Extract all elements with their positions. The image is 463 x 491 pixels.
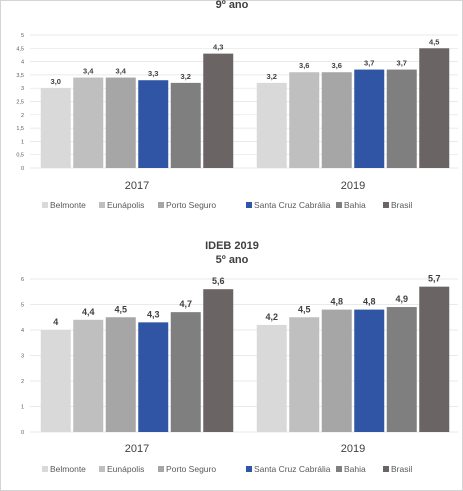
legend-swatch [383, 202, 389, 208]
y-tick-label: 2,5 [16, 100, 24, 106]
data-label: 5,6 [212, 276, 225, 286]
legend-label: Bahia [344, 464, 366, 474]
bar [170, 312, 201, 432]
bar [40, 330, 71, 432]
data-label: 3,6 [299, 61, 309, 70]
y-tick-label: 0 [21, 166, 24, 172]
bar [170, 82, 201, 168]
bar [289, 72, 320, 168]
legend-label: Bahia [344, 200, 366, 210]
data-label: 3,2 [181, 72, 191, 81]
y-tick-label: 5 [21, 33, 24, 39]
y-tick-label: 4 [21, 328, 24, 334]
bar [138, 80, 169, 168]
data-label: 3,6 [332, 61, 342, 70]
x-category-label: 2019 [341, 443, 365, 455]
data-label: 4,8 [330, 297, 343, 307]
data-label: 4,5 [298, 304, 311, 314]
bar [105, 77, 136, 168]
bar [321, 309, 352, 432]
data-label: 3,2 [267, 72, 277, 81]
y-tick-label: 5 [21, 303, 24, 309]
y-tick-label: 1 [21, 405, 24, 411]
data-label: 4,7 [179, 299, 192, 309]
y-tick-label: 1 [21, 139, 24, 145]
legend-swatch [336, 202, 342, 208]
legend-swatch [383, 466, 389, 472]
y-tick-label: 0,5 [16, 153, 24, 159]
data-label: 4,3 [213, 43, 223, 52]
bar [138, 322, 169, 432]
legend-label: Santa Cruz Cabrália [254, 464, 331, 474]
legend-swatch [246, 466, 252, 472]
y-tick-label: 0 [21, 430, 24, 436]
bar [203, 289, 234, 432]
legend-label: Porto Seguro [166, 464, 216, 474]
bar [321, 72, 352, 168]
legend-swatch [99, 202, 105, 208]
data-label: 4,2 [265, 312, 278, 322]
legend-label: Belmonte [50, 464, 86, 474]
data-label: 4,5 [114, 304, 127, 314]
data-label: 3,4 [116, 67, 127, 76]
data-label: 4 [53, 317, 58, 327]
data-label: 3,4 [83, 67, 94, 76]
y-tick-label: 2 [21, 379, 24, 385]
bar [105, 317, 136, 432]
data-label: 4,4 [82, 307, 95, 317]
y-tick-label: 2 [21, 113, 24, 119]
legend-swatch [158, 466, 164, 472]
chart-title: IDEB 2019 [205, 240, 259, 252]
x-category-label: 2019 [341, 180, 365, 192]
legend-label: Brasil [391, 464, 412, 474]
x-category-label: 2017 [125, 443, 149, 455]
bar [256, 82, 287, 168]
y-tick-label: 1,5 [16, 126, 24, 132]
bar [419, 286, 450, 432]
y-tick-label: 3 [21, 86, 24, 92]
legend-label: Eunápolis [107, 200, 144, 210]
legend-label: Brasil [391, 200, 412, 210]
legend-swatch [42, 202, 48, 208]
bar [203, 53, 234, 169]
data-label: 3,7 [397, 59, 407, 68]
y-tick-label: 4,5 [16, 46, 24, 52]
bar [73, 77, 104, 168]
legend-swatch [99, 466, 105, 472]
y-tick-label: 3,5 [16, 73, 24, 79]
bar [73, 319, 104, 432]
legend-label: Belmonte [50, 200, 86, 210]
data-label: 4,9 [395, 294, 408, 304]
bar [354, 69, 385, 168]
chart-subtitle: 5º ano [216, 254, 249, 266]
bar [40, 88, 71, 168]
bar [419, 48, 450, 168]
legend-swatch [246, 202, 252, 208]
bar [289, 317, 320, 432]
y-tick-label: 3 [21, 354, 24, 360]
legend-label: Eunápolis [107, 464, 144, 474]
bar [256, 324, 287, 432]
data-label: 3,7 [364, 59, 374, 68]
legend-label: Santa Cruz Cabrália [254, 200, 331, 210]
data-label: 3,3 [148, 69, 158, 78]
y-tick-label: 6 [21, 277, 24, 283]
bar [386, 307, 417, 432]
legend-swatch [158, 202, 164, 208]
data-label: 3,0 [51, 77, 61, 86]
data-label: 5,7 [428, 274, 441, 284]
data-label: 4,5 [429, 37, 439, 46]
x-category-label: 2017 [125, 180, 149, 192]
bar [354, 309, 385, 432]
legend-label: Porto Seguro [166, 200, 216, 210]
data-label: 4,8 [363, 297, 376, 307]
legend-swatch [42, 466, 48, 472]
chart-subtitle: 9º ano [216, 0, 249, 11]
bar [386, 69, 417, 168]
data-label: 4,3 [147, 309, 160, 319]
legend-swatch [336, 466, 342, 472]
y-tick-label: 4 [21, 60, 24, 66]
